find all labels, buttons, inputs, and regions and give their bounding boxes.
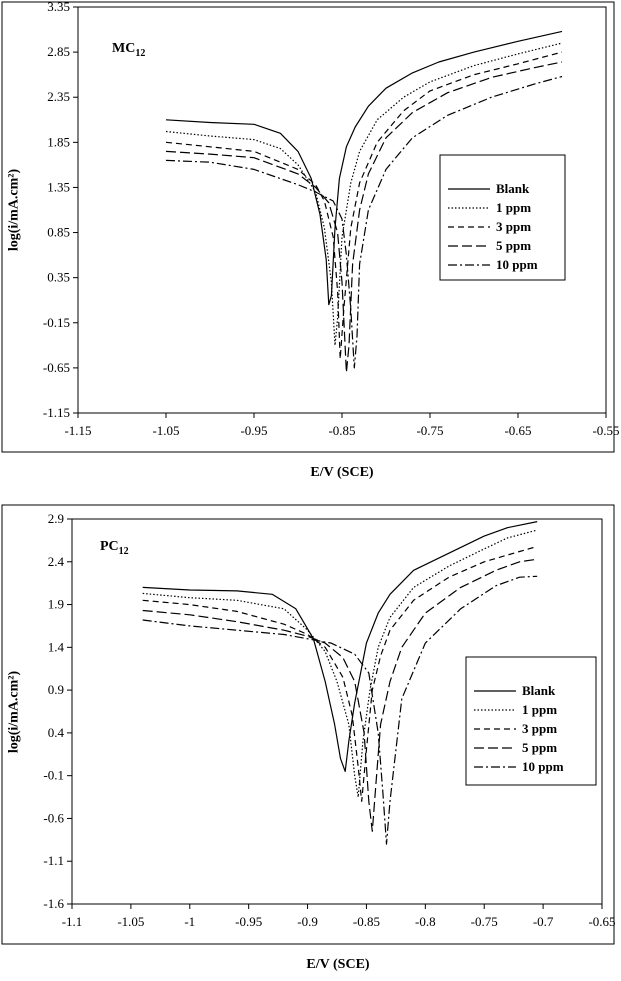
legend-entry: Blank (522, 683, 556, 698)
legend-entry: 3 ppm (496, 219, 531, 234)
panel-label: PC12 (100, 539, 129, 557)
y-tick-label: 1.9 (48, 597, 64, 612)
legend-entry: 3 ppm (522, 721, 557, 736)
y-tick-label: 1.35 (47, 179, 70, 194)
series-line-5 (142, 575, 538, 845)
y-tick-label: 0.35 (47, 270, 70, 285)
panel-label-main: PC (100, 539, 119, 554)
x-tick-label: -0.9 (297, 914, 318, 929)
chart-1: -1.15 -0.65 -0.15 0.35 0.85 1.35 1.85 2.35 2.85 3… (1, 0, 620, 480)
x-tick-label: -0.8 (415, 914, 436, 929)
series-line-5 (165, 75, 563, 369)
x-tick-label: -0.55 (592, 423, 619, 438)
y-tick-label: -1.1 (43, 853, 64, 868)
y-tick-label: 0.9 (48, 682, 64, 697)
series-line-1 (165, 30, 563, 306)
legend-box (439, 154, 566, 281)
x-tick-label: -1.1 (62, 914, 83, 929)
y-tick-label: 0.4 (48, 725, 65, 740)
y-tick-label: -0.1 (43, 768, 64, 783)
y-tick-label: 3.35 (47, 0, 70, 14)
x-tick-label: -0.75 (471, 914, 498, 929)
series-line-3 (165, 51, 563, 360)
y-tick-label: 1.4 (48, 639, 65, 654)
x-tick-label: -0.7 (533, 914, 554, 929)
legend-entry: Blank (496, 181, 530, 196)
y-tick-label: 2.9 (48, 511, 64, 526)
plot-area (71, 518, 603, 905)
legend: Blank 1 ppm 3 ppm 5 ppm 10 ppm (439, 154, 566, 281)
series-line-4 (165, 61, 563, 373)
panel-label-main: MC (112, 41, 135, 56)
x-tick-label: -0.95 (240, 423, 267, 438)
chart-frame (1, 504, 615, 945)
y-tick-label: 0.85 (47, 225, 70, 240)
y-tick-label: -0.65 (43, 360, 70, 375)
y-tick-label: 2.35 (47, 89, 70, 104)
panel-label-subscript: 12 (119, 546, 129, 557)
x-tick-label: -0.65 (588, 914, 615, 929)
x-axis-label: E/V (SCE) (310, 465, 373, 480)
x-tick-label: -0.75 (416, 423, 443, 438)
y-axis-label: log(i/mA.cm²) (7, 168, 22, 251)
y-tick-label: -1.6 (43, 896, 64, 911)
y-axis-label: log(i/mA.cm²) (7, 670, 22, 753)
series-line-2 (165, 42, 563, 346)
x-tick-label: -1 (184, 914, 195, 929)
chart-frame (1, 1, 615, 453)
legend: Blank 1 ppm 3 ppm 5 ppm 10 ppm (465, 656, 597, 786)
panel-label: MC12 (112, 41, 145, 59)
legend-entry: 5 ppm (496, 238, 531, 253)
panel-label-subscript: 12 (135, 48, 145, 59)
x-tick-label: -0.65 (504, 423, 531, 438)
legend-entry: 1 ppm (496, 200, 531, 215)
legend-box (465, 656, 597, 786)
x-tick-label: -1.15 (64, 423, 91, 438)
legend-entry: 10 ppm (496, 257, 538, 272)
x-tick-label: -0.95 (235, 914, 262, 929)
y-tick-label: -0.15 (43, 315, 70, 330)
y-tick-label: 2.85 (47, 44, 70, 59)
x-tick-label: -0.85 (353, 914, 380, 929)
y-tick-label: -0.6 (43, 810, 64, 825)
y-tick-label: 1.85 (47, 134, 70, 149)
x-axis-label: E/V (SCE) (306, 957, 369, 972)
series-line-3 (142, 545, 538, 802)
y-tick-label: -1.15 (43, 405, 70, 420)
y-tick-label: 2.4 (48, 554, 65, 569)
series-line-4 (142, 558, 538, 832)
x-tick-label: -1.05 (152, 423, 179, 438)
legend-entry: 10 ppm (522, 759, 564, 774)
chart-2: -1.6 -1.1 -0.6 -0.1 0.4 0.9 1.4 1.9 2.4 2.9 -1.1 -1… (1, 504, 616, 972)
legend-entry: 1 ppm (522, 702, 557, 717)
series-line-1 (142, 521, 538, 772)
legend-entry: 5 ppm (522, 740, 557, 755)
x-tick-label: -1.05 (117, 914, 144, 929)
x-tick-label: -0.85 (328, 423, 355, 438)
